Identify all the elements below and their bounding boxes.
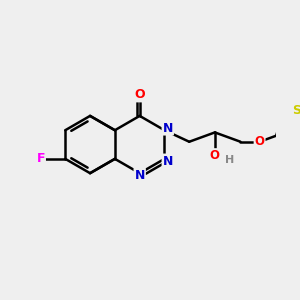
Text: H: H bbox=[225, 155, 235, 165]
Text: N: N bbox=[163, 154, 173, 167]
Text: O: O bbox=[134, 88, 145, 101]
Text: N: N bbox=[163, 122, 173, 134]
Text: F: F bbox=[37, 152, 45, 165]
Text: N: N bbox=[134, 169, 145, 182]
Text: S: S bbox=[292, 103, 300, 116]
Text: O: O bbox=[255, 135, 265, 148]
Text: O: O bbox=[210, 149, 220, 162]
